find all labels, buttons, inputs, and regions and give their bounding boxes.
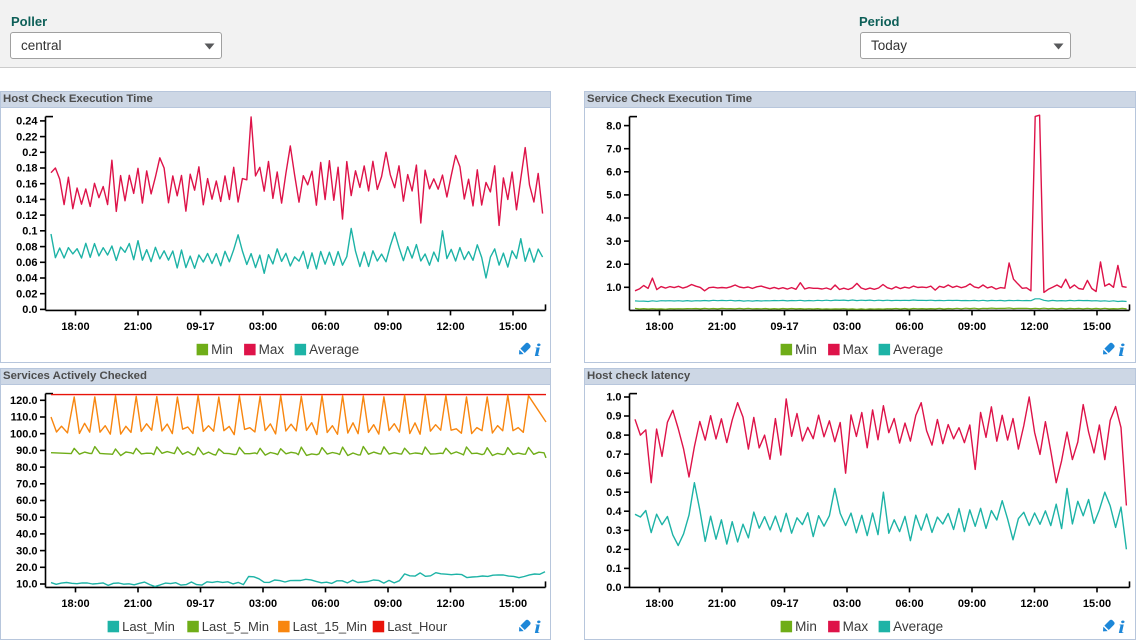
svg-text:12:00: 12:00 [1020,598,1048,610]
svg-text:09:00: 09:00 [958,598,986,610]
svg-text:Min: Min [795,342,817,357]
svg-text:0.16: 0.16 [16,178,37,190]
svg-text:09-17: 09-17 [770,321,798,333]
svg-text:70.0: 70.0 [16,479,37,491]
svg-text:Last_Hour: Last_Hour [387,619,448,634]
svg-text:Min: Min [795,619,817,634]
svg-text:6.0: 6.0 [606,167,621,179]
svg-text:20.0: 20.0 [16,562,37,574]
svg-text:12:00: 12:00 [436,598,464,610]
svg-text:15:00: 15:00 [499,321,527,333]
svg-text:0.06: 0.06 [16,257,37,269]
svg-text:0.1: 0.1 [606,563,621,575]
svg-text:0.24: 0.24 [16,116,38,128]
svg-text:0.6: 0.6 [606,468,621,480]
svg-text:2.0: 2.0 [606,259,621,271]
svg-text:18:00: 18:00 [61,321,89,333]
svg-text:0.14: 0.14 [16,194,38,206]
svg-text:0.12: 0.12 [16,210,37,222]
svg-text:i: i [534,618,541,637]
svg-text:0.5: 0.5 [606,487,621,499]
svg-text:0.7: 0.7 [606,449,621,461]
svg-text:0.2: 0.2 [22,147,37,159]
svg-text:15:00: 15:00 [1083,598,1111,610]
svg-text:21:00: 21:00 [708,598,736,610]
svg-text:i: i [1118,618,1125,637]
svg-text:Average: Average [893,342,943,357]
svg-text:0.18: 0.18 [16,163,37,175]
svg-text:90.0: 90.0 [16,445,37,457]
svg-text:Max: Max [843,342,869,357]
svg-text:06:00: 06:00 [895,321,923,333]
svg-text:0.0: 0.0 [22,304,37,316]
svg-text:Min: Min [211,342,233,357]
svg-text:Average: Average [893,619,943,634]
svg-text:Max: Max [843,619,869,634]
svg-text:110.0: 110.0 [11,412,38,424]
svg-text:12:00: 12:00 [1020,321,1048,333]
svg-text:06:00: 06:00 [895,598,923,610]
svg-text:1.0: 1.0 [606,392,621,404]
svg-text:12:00: 12:00 [436,321,464,333]
svg-text:i: i [534,341,541,360]
svg-text:09:00: 09:00 [958,321,986,333]
svg-text:15:00: 15:00 [1083,321,1111,333]
svg-text:10.0: 10.0 [16,579,37,591]
svg-text:100.0: 100.0 [10,428,38,440]
svg-text:0.08: 0.08 [16,241,37,253]
svg-text:0.22: 0.22 [16,131,37,143]
svg-text:Last_5_Min: Last_5_Min [202,619,269,634]
svg-text:06:00: 06:00 [311,321,339,333]
svg-text:3.0: 3.0 [606,236,621,248]
svg-text:18:00: 18:00 [645,598,673,610]
svg-text:7.0: 7.0 [606,143,621,155]
svg-text:21:00: 21:00 [124,321,152,333]
svg-text:09:00: 09:00 [374,321,402,333]
svg-text:0.02: 0.02 [16,288,37,300]
svg-text:0.8: 0.8 [606,430,621,442]
svg-text:40.0: 40.0 [16,529,37,541]
svg-text:06:00: 06:00 [311,598,339,610]
svg-text:0.1: 0.1 [22,226,37,238]
svg-text:09:00: 09:00 [374,598,402,610]
svg-text:0.2: 0.2 [606,544,621,556]
svg-text:0.3: 0.3 [606,525,621,537]
svg-text:30.0: 30.0 [16,545,37,557]
svg-text:03:00: 03:00 [249,321,277,333]
svg-text:18:00: 18:00 [645,321,673,333]
svg-text:120.0: 120.0 [10,395,38,407]
svg-text:18:00: 18:00 [61,598,89,610]
svg-text:0.9: 0.9 [606,411,621,423]
svg-text:60.0: 60.0 [16,495,37,507]
svg-text:50.0: 50.0 [16,512,37,524]
svg-text:03:00: 03:00 [249,598,277,610]
svg-text:0.4: 0.4 [606,506,622,518]
svg-text:21:00: 21:00 [708,321,736,333]
svg-text:0.0: 0.0 [606,582,621,594]
svg-text:09-17: 09-17 [186,598,214,610]
svg-text:0.04: 0.04 [16,273,38,285]
svg-text:21:00: 21:00 [124,598,152,610]
svg-text:Last_15_Min: Last_15_Min [293,619,367,634]
svg-text:09-17: 09-17 [186,321,214,333]
svg-text:5.0: 5.0 [606,190,621,202]
svg-text:Max: Max [259,342,285,357]
svg-text:03:00: 03:00 [833,598,861,610]
svg-text:15:00: 15:00 [499,598,527,610]
svg-text:Average: Average [309,342,359,357]
svg-text:80.0: 80.0 [16,462,37,474]
svg-text:Last_Min: Last_Min [122,619,175,634]
svg-text:03:00: 03:00 [833,321,861,333]
svg-text:8.0: 8.0 [606,120,621,132]
svg-text:09-17: 09-17 [770,598,798,610]
svg-text:i: i [1118,341,1125,360]
svg-text:1.0: 1.0 [606,282,621,294]
svg-text:4.0: 4.0 [606,213,621,225]
